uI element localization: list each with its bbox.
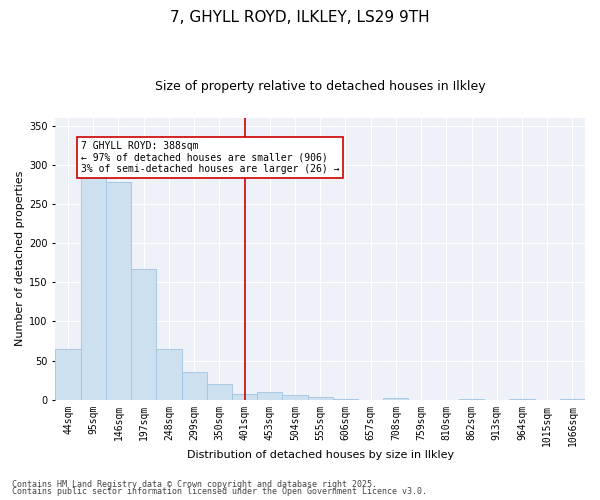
Text: 7, GHYLL ROYD, ILKLEY, LS29 9TH: 7, GHYLL ROYD, ILKLEY, LS29 9TH: [170, 10, 430, 25]
Bar: [106, 182, 131, 400]
Text: Contains HM Land Registry data © Crown copyright and database right 2025.: Contains HM Land Registry data © Crown c…: [12, 480, 377, 489]
Bar: [232, 394, 257, 400]
Title: Size of property relative to detached houses in Ilkley: Size of property relative to detached ho…: [155, 80, 485, 93]
X-axis label: Distribution of detached houses by size in Ilkley: Distribution of detached houses by size …: [187, 450, 454, 460]
Bar: [283, 395, 308, 400]
Bar: [383, 398, 409, 400]
Bar: [207, 384, 232, 400]
Bar: [182, 372, 207, 400]
Bar: [55, 349, 80, 400]
Text: 7 GHYLL ROYD: 388sqm
← 97% of detached houses are smaller (906)
3% of semi-detac: 7 GHYLL ROYD: 388sqm ← 97% of detached h…: [80, 142, 339, 174]
Y-axis label: Number of detached properties: Number of detached properties: [15, 171, 25, 346]
Bar: [560, 399, 585, 400]
Bar: [459, 399, 484, 400]
Bar: [333, 399, 358, 400]
Bar: [131, 269, 157, 400]
Bar: [257, 392, 283, 400]
Text: Contains public sector information licensed under the Open Government Licence v3: Contains public sector information licen…: [12, 487, 427, 496]
Bar: [308, 396, 333, 400]
Bar: [157, 349, 182, 400]
Bar: [509, 399, 535, 400]
Bar: [80, 175, 106, 400]
